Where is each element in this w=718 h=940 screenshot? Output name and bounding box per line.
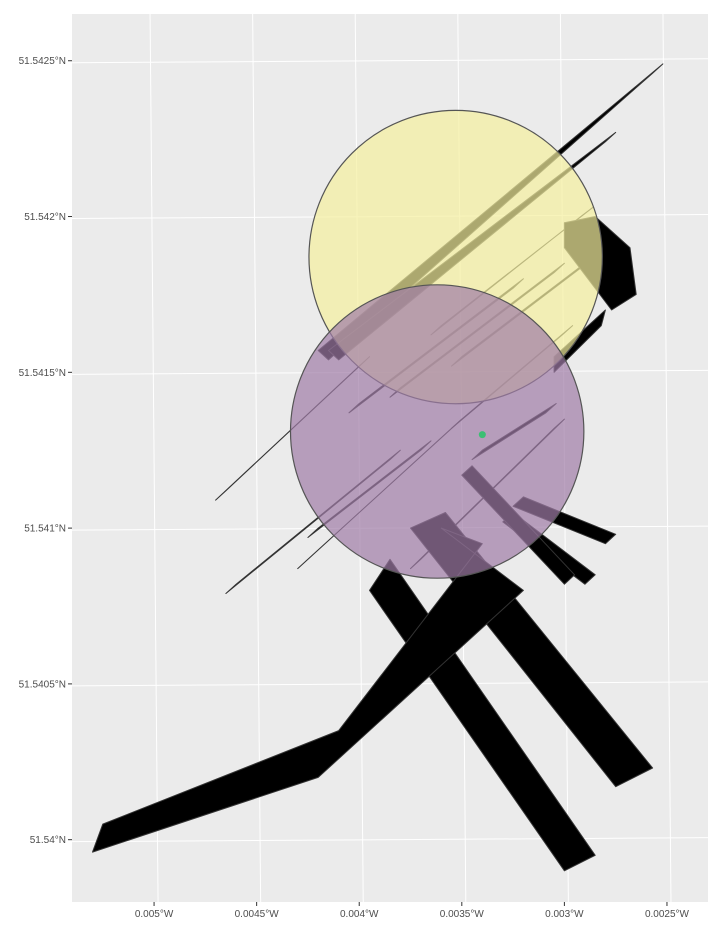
grid-line-vertical <box>149 13 159 903</box>
x-tick-label: 0.005°W <box>135 909 174 920</box>
buffer-circle <box>289 284 585 579</box>
grid-line-vertical <box>662 13 672 903</box>
y-tick-label: 51.5405°N <box>19 679 66 690</box>
y-axis: 51.54°N 51.5405°N 51.541°N 51.5415°N 51.542°… <box>19 56 72 846</box>
x-axis: 0.005°W 0.0045°W 0.004°W 0.0035°W 0.003°W 0.0… <box>135 902 690 920</box>
grid-line-horizontal <box>71 837 709 843</box>
location-point <box>478 431 486 439</box>
buffer-circles <box>289 109 603 579</box>
y-tick-label: 51.542°N <box>24 212 66 223</box>
point-layer <box>478 431 486 439</box>
grid-line-horizontal <box>71 58 709 64</box>
y-tick-label: 51.5425°N <box>19 56 66 67</box>
grid-line-vertical <box>252 13 262 903</box>
x-tick-label: 0.0025°W <box>645 909 690 920</box>
x-tick-label: 0.004°W <box>340 909 379 920</box>
y-tick-label: 51.54°N <box>30 835 66 846</box>
y-tick-label: 51.541°N <box>24 524 66 535</box>
x-tick-label: 0.0045°W <box>235 909 280 920</box>
y-tick-label: 51.5415°N <box>19 368 66 379</box>
x-tick-label: 0.0035°W <box>440 909 485 920</box>
x-tick-label: 0.003°W <box>545 909 584 920</box>
